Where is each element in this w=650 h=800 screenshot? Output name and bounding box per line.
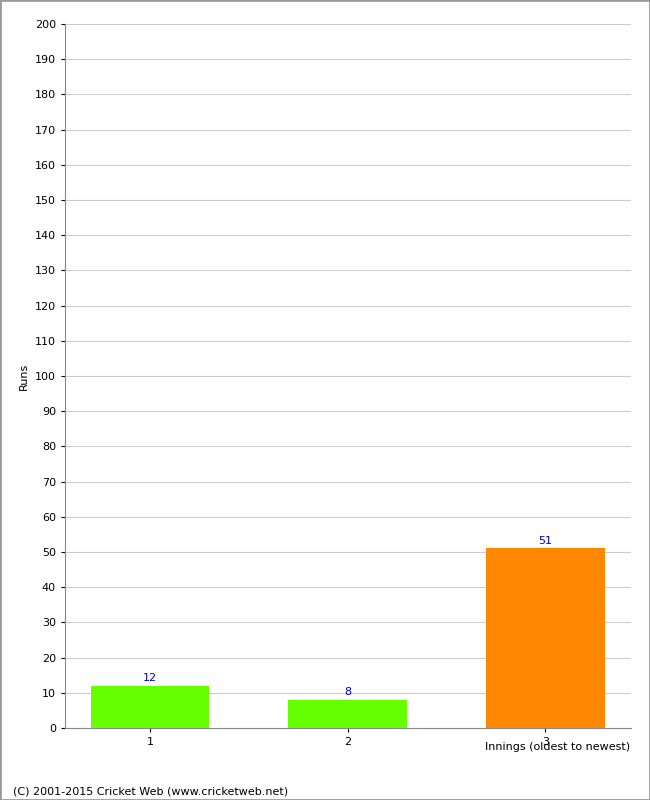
Y-axis label: Runs: Runs <box>20 362 29 390</box>
Bar <box>289 700 407 728</box>
Bar <box>91 686 209 728</box>
Text: 12: 12 <box>143 673 157 683</box>
Bar <box>486 549 604 728</box>
Text: 8: 8 <box>344 687 351 697</box>
Text: Innings (oldest to newest): Innings (oldest to newest) <box>486 742 630 752</box>
Text: (C) 2001-2015 Cricket Web (www.cricketweb.net): (C) 2001-2015 Cricket Web (www.cricketwe… <box>13 786 288 796</box>
Text: 51: 51 <box>538 536 552 546</box>
